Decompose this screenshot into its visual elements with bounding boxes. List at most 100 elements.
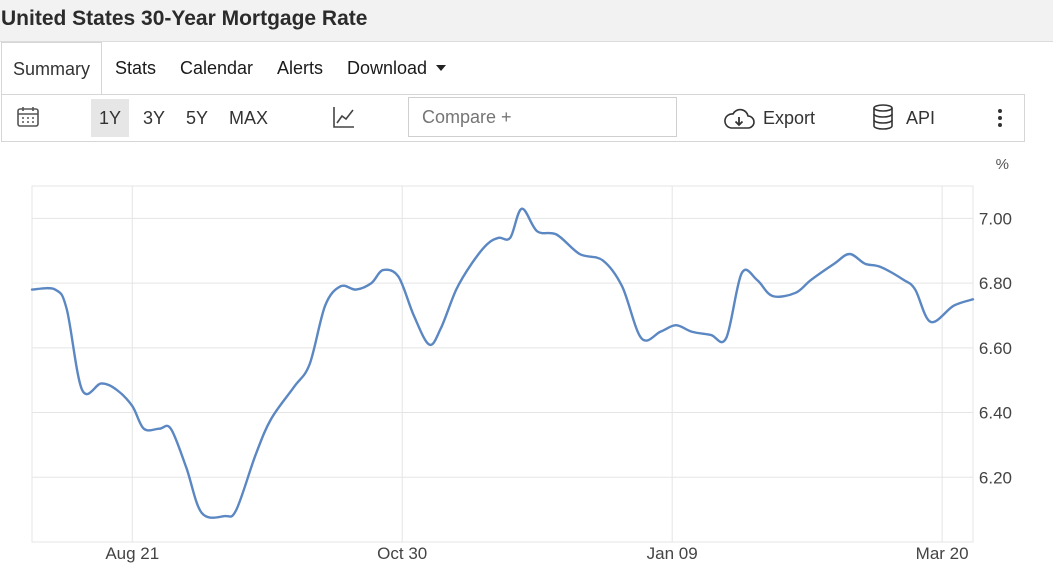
range-1y-button[interactable]: 1Y xyxy=(91,99,130,137)
export-label: Export xyxy=(763,108,816,128)
caret-down-icon xyxy=(436,65,447,71)
data-point xyxy=(483,240,491,248)
data-point xyxy=(140,425,148,433)
range-max-button[interactable]: MAX xyxy=(229,108,269,128)
data-point xyxy=(167,425,175,433)
data-point xyxy=(337,282,345,290)
data-point xyxy=(672,321,680,329)
data-point xyxy=(969,295,977,303)
plot-frame xyxy=(31,185,974,543)
data-point xyxy=(352,286,360,294)
cloud-download-icon xyxy=(723,107,755,131)
data-point xyxy=(182,464,190,472)
data-point xyxy=(618,282,626,290)
data-point xyxy=(861,260,869,268)
data-point xyxy=(518,205,526,213)
data-point xyxy=(221,512,229,520)
data-point xyxy=(807,276,815,284)
api-button[interactable]: API xyxy=(872,95,935,141)
x-tick-label: Oct 30 xyxy=(377,544,427,563)
data-point xyxy=(707,331,715,339)
compare-input[interactable] xyxy=(408,97,677,137)
data-point xyxy=(657,328,665,336)
tab-download-label: Download xyxy=(347,58,428,78)
data-point xyxy=(425,341,433,349)
data-point xyxy=(410,312,418,320)
database-icon xyxy=(872,104,894,130)
data-point xyxy=(533,227,541,235)
chart-container: 6.20 6.40 6.60 6.80 7.00 Aug 21 Oct 30 Jan 09 M… xyxy=(1,142,1053,573)
data-point xyxy=(437,324,445,332)
page-title: United States 30-Year Mortgage Rate xyxy=(1,7,368,30)
data-point xyxy=(128,402,136,410)
calendar-icon[interactable] xyxy=(16,105,40,131)
data-point xyxy=(113,386,121,394)
data-point xyxy=(599,256,607,264)
data-point xyxy=(506,234,514,242)
data-point xyxy=(900,276,908,284)
data-point xyxy=(688,328,696,336)
data-point xyxy=(753,276,761,284)
y-tick-label: 6.80 xyxy=(979,274,1012,293)
tab-stats[interactable]: Stats xyxy=(115,58,157,78)
data-point xyxy=(78,386,86,394)
data-point xyxy=(267,415,275,423)
data-point xyxy=(290,383,298,391)
range-5y-button[interactable]: 5Y xyxy=(186,108,209,128)
y-tick-label: 7.00 xyxy=(979,209,1012,228)
tab-summary[interactable]: Summary xyxy=(1,42,103,94)
data-point xyxy=(792,289,800,297)
series-line-0 xyxy=(30,207,975,519)
data-point xyxy=(876,263,884,271)
data-point xyxy=(911,286,919,294)
x-tick-label: Mar 20 xyxy=(916,544,969,563)
y-tick-label: 6.60 xyxy=(979,339,1012,358)
y-tick-label: 6.20 xyxy=(979,468,1012,487)
x-tick-label: Aug 21 xyxy=(105,544,159,563)
chart-toolbar: 1Y 3Y 5Y MAX Export API xyxy=(1,94,1025,142)
series-layer xyxy=(28,205,977,520)
tab-calendar[interactable]: Calendar xyxy=(180,58,254,78)
y-tick-label: 6.40 xyxy=(979,404,1012,423)
tab-bar: Summary Stats Calendar Alerts Download xyxy=(0,42,1053,94)
tab-alerts[interactable]: Alerts xyxy=(277,58,324,78)
data-point xyxy=(198,509,206,517)
data-point xyxy=(306,360,314,368)
line-chart: 6.20 6.40 6.60 6.80 7.00 Aug 21 Oct 30 Jan 09 M… xyxy=(28,156,1012,563)
data-point xyxy=(97,379,105,387)
data-point xyxy=(830,260,838,268)
range-3y-button[interactable]: 3Y xyxy=(143,108,166,128)
tab-download[interactable]: Download xyxy=(347,42,447,94)
data-point xyxy=(367,279,375,287)
x-tick-label: Jan 09 xyxy=(647,544,698,563)
data-point xyxy=(846,250,854,258)
data-point xyxy=(155,425,163,433)
api-label: API xyxy=(906,108,936,128)
y-axis: 6.20 6.40 6.60 6.80 7.00 xyxy=(979,209,1012,487)
page-header: United States 30-Year Mortgage Rate xyxy=(0,0,1053,42)
unit-label: % xyxy=(996,156,1009,173)
data-point xyxy=(927,318,935,326)
export-button[interactable]: Export xyxy=(723,95,815,141)
data-point xyxy=(769,292,777,300)
data-point xyxy=(738,269,746,277)
data-point xyxy=(576,250,584,258)
data-point xyxy=(468,260,476,268)
data-point xyxy=(232,506,240,514)
grid-lines xyxy=(31,185,974,543)
more-vertical-icon[interactable] xyxy=(994,107,1006,129)
data-point xyxy=(637,334,645,342)
data-point xyxy=(252,451,260,459)
line-chart-icon[interactable] xyxy=(332,105,356,131)
data-point xyxy=(28,286,36,294)
data-point xyxy=(722,334,730,342)
data-point xyxy=(63,305,71,313)
data-point xyxy=(452,286,460,294)
data-point xyxy=(495,234,503,242)
data-point xyxy=(553,231,561,239)
data-point xyxy=(394,273,402,281)
data-point xyxy=(379,266,387,274)
data-point xyxy=(950,302,958,310)
data-point xyxy=(51,286,59,294)
